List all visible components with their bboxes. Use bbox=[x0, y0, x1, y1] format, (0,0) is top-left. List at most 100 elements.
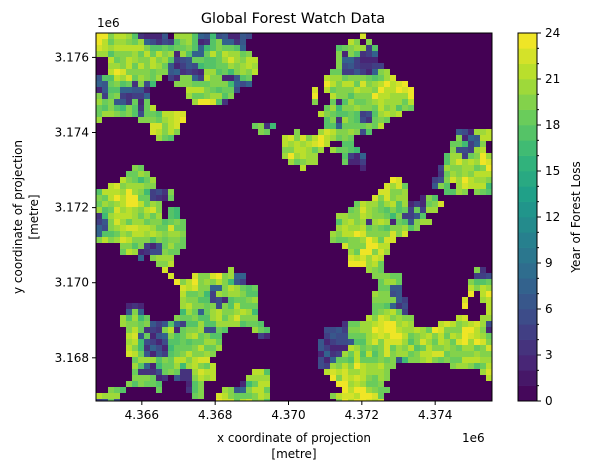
heatmap-cell bbox=[96, 189, 102, 195]
heatmap-cell bbox=[366, 237, 372, 243]
heatmap-cell bbox=[432, 195, 438, 201]
heatmap-cell bbox=[264, 375, 270, 381]
heatmap-cell bbox=[372, 69, 378, 75]
heatmap-cell bbox=[480, 171, 486, 177]
heatmap-cell bbox=[246, 303, 252, 309]
heatmap-cell bbox=[372, 75, 378, 81]
heatmap-cell bbox=[222, 393, 228, 399]
heatmap-cell bbox=[372, 213, 378, 219]
heatmap-cell bbox=[192, 303, 198, 309]
heatmap-cell bbox=[186, 387, 192, 393]
heatmap-cell bbox=[378, 249, 384, 255]
heatmap-cell bbox=[138, 75, 144, 81]
heatmap-cell bbox=[126, 189, 132, 195]
heatmap-cell bbox=[348, 219, 354, 225]
heatmap-cell bbox=[426, 333, 432, 339]
heatmap-cell bbox=[354, 63, 360, 69]
heatmap-cell bbox=[396, 351, 402, 357]
heatmap-cell bbox=[462, 183, 468, 189]
heatmap-cell bbox=[366, 345, 372, 351]
heatmap-cell bbox=[204, 93, 210, 99]
heatmap-cell bbox=[408, 357, 414, 363]
heatmap-cell bbox=[120, 45, 126, 51]
heatmap-cell bbox=[288, 135, 294, 141]
heatmap-cell bbox=[462, 165, 468, 171]
heatmap-cell bbox=[456, 147, 462, 153]
heatmap-cell bbox=[474, 183, 480, 189]
heatmap-cell bbox=[216, 69, 222, 75]
heatmap-cell bbox=[144, 375, 150, 381]
heatmap-cell bbox=[186, 39, 192, 45]
heatmap-cell bbox=[174, 225, 180, 231]
colorbar-tick-label: 9 bbox=[545, 256, 553, 270]
heatmap-cell bbox=[348, 69, 354, 75]
heatmap-cell bbox=[246, 387, 252, 393]
heatmap-cell bbox=[162, 363, 168, 369]
heatmap-cell bbox=[96, 39, 102, 45]
heatmap-cell bbox=[216, 297, 222, 303]
heatmap-cell bbox=[348, 111, 354, 117]
heatmap-cell bbox=[150, 129, 156, 135]
heatmap-cell bbox=[336, 381, 342, 387]
heatmap-cell bbox=[168, 231, 174, 237]
heatmap-cell bbox=[228, 75, 234, 81]
heatmap-cell bbox=[96, 45, 102, 51]
heatmap-cell bbox=[474, 285, 480, 291]
heatmap-cell bbox=[150, 369, 156, 375]
heatmap-cell bbox=[480, 183, 486, 189]
heatmap-cell bbox=[366, 87, 372, 93]
heatmap-cell bbox=[186, 381, 192, 387]
heatmap-cell bbox=[150, 381, 156, 387]
heatmap-cell bbox=[204, 75, 210, 81]
heatmap-cell bbox=[120, 225, 126, 231]
heatmap-cell bbox=[486, 297, 492, 303]
heatmap-cell bbox=[318, 111, 324, 117]
heatmap-cell bbox=[192, 363, 198, 369]
heatmap-cell bbox=[180, 237, 186, 243]
heatmap-cell bbox=[306, 135, 312, 141]
heatmap-cell bbox=[126, 333, 132, 339]
heatmap-cell bbox=[234, 321, 240, 327]
heatmap-cell bbox=[144, 51, 150, 57]
heatmap-cell bbox=[456, 171, 462, 177]
heatmap-cell bbox=[180, 57, 186, 63]
heatmap-cell bbox=[462, 333, 468, 339]
heatmap-cell bbox=[240, 309, 246, 315]
heatmap-cell bbox=[360, 51, 366, 57]
heatmap-cell bbox=[420, 339, 426, 345]
heatmap-cell bbox=[180, 81, 186, 87]
heatmap-cell bbox=[354, 93, 360, 99]
heatmap-cell bbox=[390, 201, 396, 207]
heatmap-cell bbox=[324, 357, 330, 363]
heatmap-cell bbox=[138, 33, 144, 39]
heatmap-cell bbox=[324, 327, 330, 333]
heatmap-cell bbox=[138, 339, 144, 345]
heatmap-cell bbox=[192, 315, 198, 321]
heatmap-cell bbox=[204, 51, 210, 57]
heatmap-cell bbox=[324, 141, 330, 147]
heatmap-cell bbox=[138, 321, 144, 327]
heatmap-cell bbox=[360, 81, 366, 87]
heatmap-cell bbox=[480, 165, 486, 171]
heatmap-cell bbox=[468, 159, 474, 165]
heatmap-cell bbox=[252, 387, 258, 393]
heatmap-cell bbox=[366, 255, 372, 261]
heatmap-cell bbox=[294, 129, 300, 135]
heatmap-cell bbox=[216, 93, 222, 99]
heatmap-cell bbox=[486, 363, 492, 369]
heatmap-cell bbox=[474, 135, 480, 141]
heatmap-cell bbox=[198, 345, 204, 351]
heatmap-cell bbox=[402, 195, 408, 201]
heatmap-cell bbox=[114, 33, 120, 39]
heatmap-cell bbox=[240, 75, 246, 81]
heatmap-cell bbox=[354, 351, 360, 357]
heatmap-cell bbox=[336, 117, 342, 123]
heatmap-cell bbox=[138, 213, 144, 219]
heatmap-cell bbox=[342, 51, 348, 57]
heatmap-cell bbox=[366, 393, 372, 399]
heatmap-cell bbox=[186, 333, 192, 339]
heatmap-cell bbox=[138, 63, 144, 69]
heatmap-cell bbox=[402, 213, 408, 219]
heatmap-cell bbox=[138, 357, 144, 363]
heatmap-cell bbox=[378, 393, 384, 399]
